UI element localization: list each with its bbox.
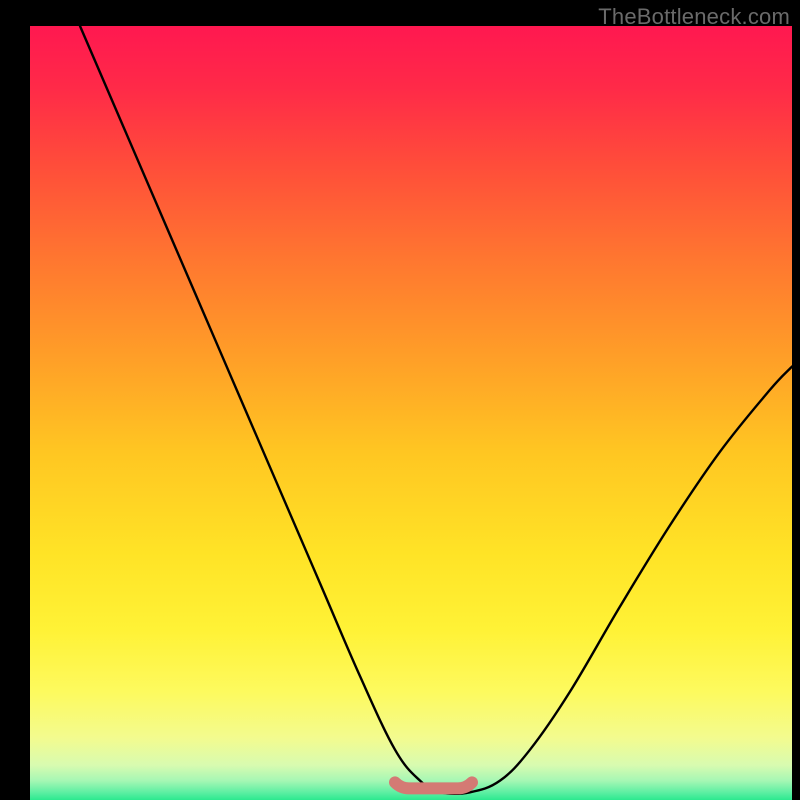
bottleneck-chart [0,0,800,800]
chart-container: TheBottleneck.com [0,0,800,800]
chart-background [30,26,792,800]
optimal-range-band [395,782,472,788]
watermark-text: TheBottleneck.com [598,4,790,30]
